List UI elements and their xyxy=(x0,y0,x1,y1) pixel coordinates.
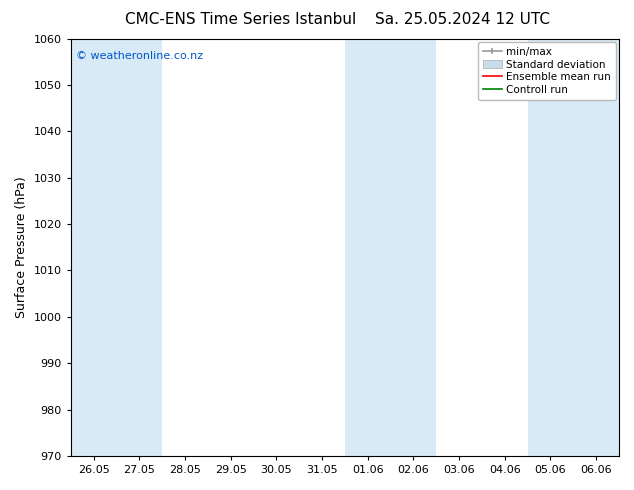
Y-axis label: Surface Pressure (hPa): Surface Pressure (hPa) xyxy=(15,176,28,318)
Bar xyxy=(117,39,162,456)
Bar xyxy=(527,39,573,456)
Text: CMC-ENS Time Series Istanbul: CMC-ENS Time Series Istanbul xyxy=(126,12,356,27)
Bar xyxy=(391,39,436,456)
Bar xyxy=(345,39,391,456)
Bar xyxy=(573,39,619,456)
Legend: min/max, Standard deviation, Ensemble mean run, Controll run: min/max, Standard deviation, Ensemble me… xyxy=(478,42,616,100)
Text: Sa. 25.05.2024 12 UTC: Sa. 25.05.2024 12 UTC xyxy=(375,12,550,27)
Text: © weatheronline.co.nz: © weatheronline.co.nz xyxy=(76,51,204,61)
Bar xyxy=(71,39,117,456)
